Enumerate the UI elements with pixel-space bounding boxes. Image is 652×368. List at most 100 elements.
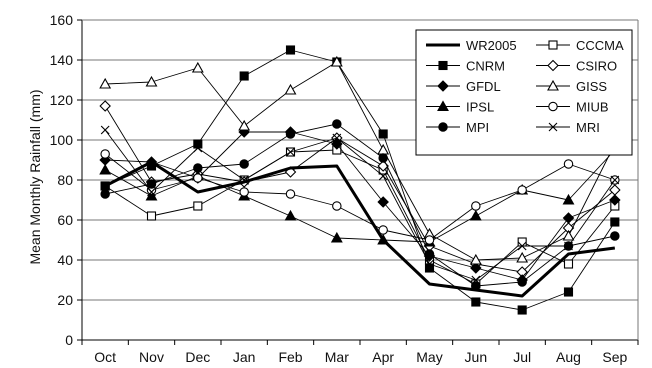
data-point-cnrm: [285, 45, 296, 55]
data-point-giss: [145, 75, 158, 87]
data-point-ipsl: [284, 209, 297, 221]
data-point-cnrm: [517, 305, 527, 315]
legend-item-gfdl: GFDL: [426, 79, 501, 94]
data-point-cccma: [517, 237, 527, 247]
data-point-cccma: [146, 211, 157, 221]
data-point-cnrm: [378, 129, 388, 139]
series-line-giss: [105, 61, 616, 261]
series-line-miub: [104, 153, 615, 241]
legend-swatch-marker: [547, 59, 559, 72]
legend-swatch-marker: [547, 79, 559, 91]
data-point-mpi: [332, 119, 342, 129]
data-point-ipsl: [469, 209, 482, 221]
legend-swatch-marker: [548, 122, 558, 132]
data-point-mri: [610, 175, 620, 185]
data-point-gfdl: [470, 262, 482, 274]
legend-item-wr2005: WR2005: [426, 38, 517, 53]
x-tick-label-jun: Jun: [465, 349, 488, 365]
data-point-miub: [100, 149, 110, 159]
data-point-ipsl: [562, 193, 575, 205]
series-mri: [100, 125, 620, 285]
data-point-cnrm: [193, 139, 203, 149]
data-point-mri: [332, 133, 342, 143]
x-tick-label-nov: Nov: [139, 349, 164, 365]
data-point-cccma: [193, 201, 203, 211]
x-tick-label-may: May: [416, 349, 442, 365]
data-point-gfdl: [377, 196, 389, 208]
data-point-miub: [517, 185, 527, 195]
y-tick-label-120: 120: [50, 92, 74, 108]
legend-label: MIUB: [576, 100, 609, 115]
series-layer: [99, 45, 621, 315]
data-point-mpi: [517, 277, 527, 287]
y-tick-label-100: 100: [50, 132, 74, 148]
legend-label: CNRM: [466, 59, 505, 74]
legend-item-mpi: MPI: [426, 120, 489, 135]
data-point-mri: [286, 147, 295, 157]
data-point-mri: [193, 143, 203, 153]
data-point-cnrm: [563, 287, 574, 297]
data-point-ipsl: [145, 189, 158, 201]
data-point-giss: [562, 229, 575, 241]
y-tick-label-20: 20: [57, 292, 73, 308]
y-tick-label-80: 80: [57, 172, 73, 188]
x-tick-label-jan: Jan: [233, 349, 256, 365]
legend-swatch-marker: [437, 100, 449, 112]
legend-item-cnrm: CNRM: [426, 59, 505, 74]
legend-item-miub: MIUB: [536, 100, 609, 115]
data-point-giss: [284, 83, 297, 95]
y-axis-label: Mean Monthly Rainfall (mm): [27, 89, 43, 264]
data-point-mri: [517, 241, 527, 251]
data-point-ipsl: [99, 163, 112, 175]
series-line-ipsl: [104, 149, 616, 243]
data-point-ipsl: [330, 231, 343, 243]
data-point-giss: [191, 61, 204, 73]
legend-box: [415, 29, 633, 156]
data-point-mpi: [610, 231, 620, 241]
data-point-csiro: [609, 184, 621, 196]
data-point-mpi: [100, 189, 110, 199]
data-point-gfdl: [609, 194, 621, 206]
data-point-miub: [239, 187, 249, 197]
x-tick-label-feb: Feb: [278, 349, 302, 365]
data-point-mpi: [424, 249, 435, 259]
data-point-mpi: [239, 159, 249, 169]
y-tick-label-0: 0: [65, 332, 73, 348]
x-tick-label-mar: Mar: [325, 349, 349, 365]
data-point-miub: [378, 225, 388, 235]
legend-label: CCCMA: [576, 38, 624, 53]
data-point-miub: [285, 189, 296, 199]
legend-swatch-marker: [438, 122, 448, 132]
data-point-cnrm: [471, 297, 481, 307]
data-point-mpi: [378, 153, 388, 163]
legend-label: GFDL: [466, 79, 501, 94]
legend-label: CSIRO: [576, 59, 617, 74]
y-tick-label-40: 40: [57, 252, 73, 268]
legend-label: IPSL: [466, 100, 494, 115]
data-point-cccma: [563, 259, 574, 269]
series-line-mri: [104, 129, 616, 281]
series-line-wr2005: [104, 160, 616, 298]
legend-label: GISS: [576, 79, 607, 94]
data-point-gfdl: [331, 138, 343, 150]
legend-swatch-marker: [548, 101, 558, 112]
series-line-cnrm: [104, 49, 616, 311]
legend-swatch-marker: [548, 40, 558, 50]
series-miub: [100, 149, 620, 245]
y-tick-label-60: 60: [57, 212, 73, 228]
legend-label: MRI: [576, 120, 600, 135]
legend-label: MPI: [466, 120, 489, 135]
data-point-gfdl: [562, 212, 575, 224]
data-point-mri: [564, 241, 573, 251]
y-tick-label-160: 160: [50, 12, 74, 28]
legend-item-ipsl: IPSL: [426, 100, 494, 115]
data-point-giss: [330, 55, 343, 67]
data-point-miub: [332, 201, 342, 211]
data-point-mpi: [146, 179, 157, 189]
data-point-miub: [471, 201, 481, 211]
data-point-miub: [193, 173, 203, 183]
data-point-giss: [516, 251, 529, 263]
series-line-mpi: [105, 123, 615, 287]
x-tick-label-sep: Sep: [602, 349, 627, 365]
